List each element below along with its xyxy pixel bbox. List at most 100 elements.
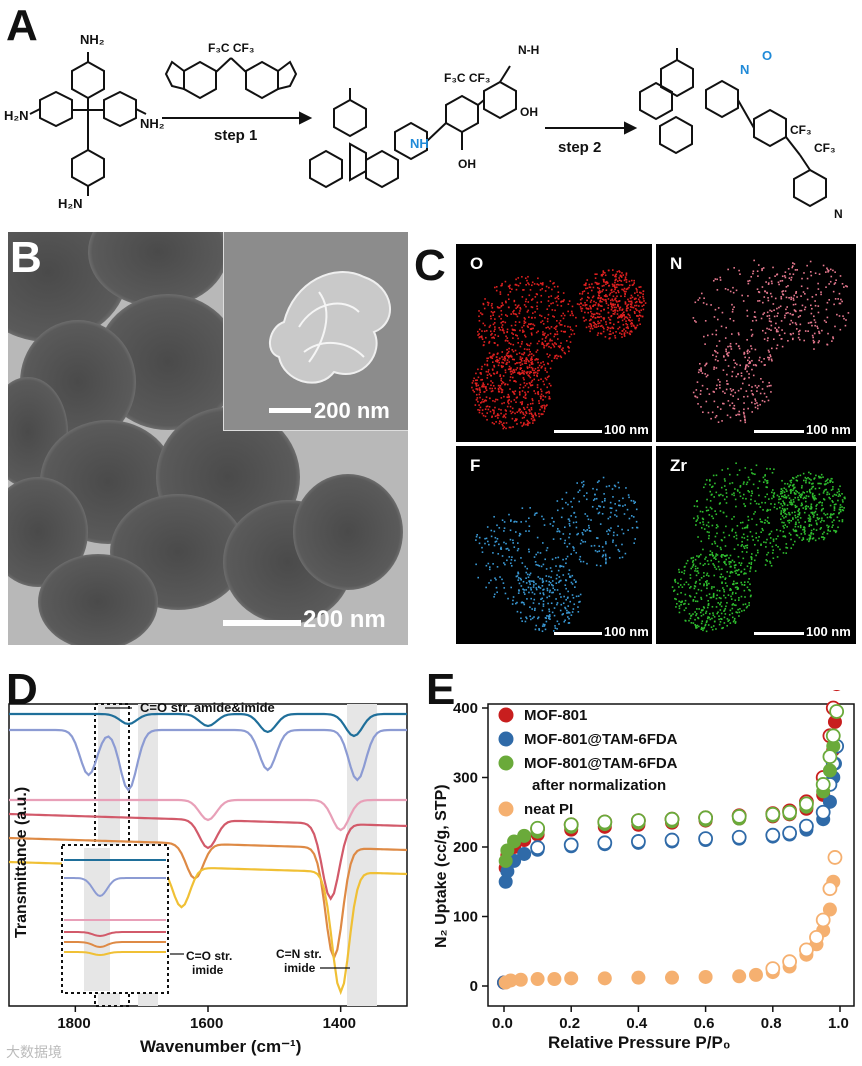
eds-dot — [589, 323, 591, 325]
eds-dot — [525, 358, 527, 361]
eds-dot — [484, 399, 487, 401]
eds-dot — [678, 600, 680, 603]
eds-dot — [526, 371, 528, 374]
eds-dot — [812, 336, 814, 339]
eds-dot — [537, 366, 539, 369]
eds-dot — [747, 407, 749, 410]
eds-dot — [821, 533, 824, 535]
eds-dot — [545, 405, 547, 407]
eds-dot — [700, 626, 703, 629]
eds-dot — [729, 290, 732, 293]
eds-dot — [716, 406, 719, 408]
eds-dot — [789, 273, 791, 275]
eds-dot — [630, 300, 633, 303]
eds-f-dots — [475, 476, 639, 633]
eds-dot — [590, 289, 593, 292]
eds-dot — [735, 414, 737, 416]
eds-dot — [526, 325, 529, 327]
eds-dot — [479, 406, 482, 409]
eds-dot — [754, 398, 756, 401]
eds-dot — [825, 286, 827, 288]
eds-dot — [819, 521, 822, 523]
eds-dot — [773, 506, 776, 509]
eds-dot — [614, 297, 617, 300]
ftir-band-3 — [347, 704, 377, 1006]
eds-dot — [766, 482, 768, 484]
eds-dot — [542, 380, 545, 383]
eds-dot — [677, 582, 679, 585]
eds-dot — [530, 366, 533, 369]
eds-dot — [503, 521, 506, 523]
eds-dot — [839, 504, 842, 506]
eds-dot — [729, 393, 732, 396]
eds-dot — [799, 315, 802, 317]
eds-dot — [625, 307, 628, 310]
eds-dot — [724, 545, 727, 547]
eds-dot — [541, 577, 544, 580]
eds-dot — [542, 600, 545, 603]
eds-dot — [723, 622, 726, 624]
eds-dot — [495, 578, 497, 581]
eds-dot — [723, 478, 726, 480]
eds-dot — [551, 288, 553, 291]
eds-dot — [757, 404, 759, 407]
eds-dot — [790, 547, 793, 549]
eds-dot — [782, 509, 785, 511]
eds-dot — [492, 353, 495, 356]
eds-dot — [529, 615, 531, 618]
eds-dot — [617, 548, 620, 551]
eds-dot — [801, 485, 803, 487]
eds-dot — [822, 536, 824, 538]
eds-dot — [705, 621, 708, 624]
eds-scalebar-zr — [754, 632, 804, 635]
eds-dot — [496, 591, 498, 594]
eds-dot — [714, 566, 716, 569]
eds-dot — [843, 286, 845, 288]
eds-dot — [745, 364, 747, 366]
eds-dot — [768, 356, 771, 359]
eds-dot — [529, 350, 531, 353]
eds-dot — [607, 298, 610, 300]
eds-dot — [761, 388, 764, 390]
eds-dot — [743, 378, 746, 380]
eds-dot — [750, 468, 753, 471]
eds-dot — [497, 414, 500, 417]
eds-dot — [754, 500, 756, 502]
eds-dot — [683, 566, 686, 568]
eds-dot — [702, 548, 704, 551]
eds-dot — [702, 521, 704, 523]
eds-dot — [599, 291, 602, 294]
eds-dot — [816, 517, 819, 519]
eds-dot — [533, 324, 536, 327]
eds-dot — [747, 490, 749, 492]
eds-dot — [588, 529, 591, 532]
eds-dot — [799, 323, 802, 326]
eds-dot — [535, 512, 538, 514]
eds-dot — [692, 613, 694, 615]
eds-dot — [541, 287, 544, 290]
eds-dot — [770, 384, 772, 387]
eds-dot — [549, 338, 552, 341]
eds-dot — [785, 497, 788, 499]
eds-dot — [724, 562, 726, 565]
eds-dot — [827, 269, 830, 272]
eds-dot — [826, 316, 829, 319]
eds-dot — [535, 331, 538, 334]
eds-dot — [750, 275, 753, 278]
eds-dot — [621, 308, 624, 311]
eds-dot — [690, 557, 693, 560]
eds-dot — [537, 369, 539, 372]
eds-dot — [587, 518, 590, 521]
eds-dot — [755, 502, 758, 505]
eds-dot — [477, 400, 479, 403]
eds-dot — [696, 567, 699, 570]
eds-dot — [841, 300, 843, 303]
eds-dot — [702, 302, 705, 304]
eds-dot — [565, 558, 567, 560]
eds-dot — [497, 352, 499, 355]
eds-dot — [535, 583, 537, 585]
eds-dot — [710, 417, 712, 420]
eds-dot — [513, 546, 516, 548]
eds-dot — [755, 464, 758, 467]
eds-dot — [524, 334, 526, 337]
